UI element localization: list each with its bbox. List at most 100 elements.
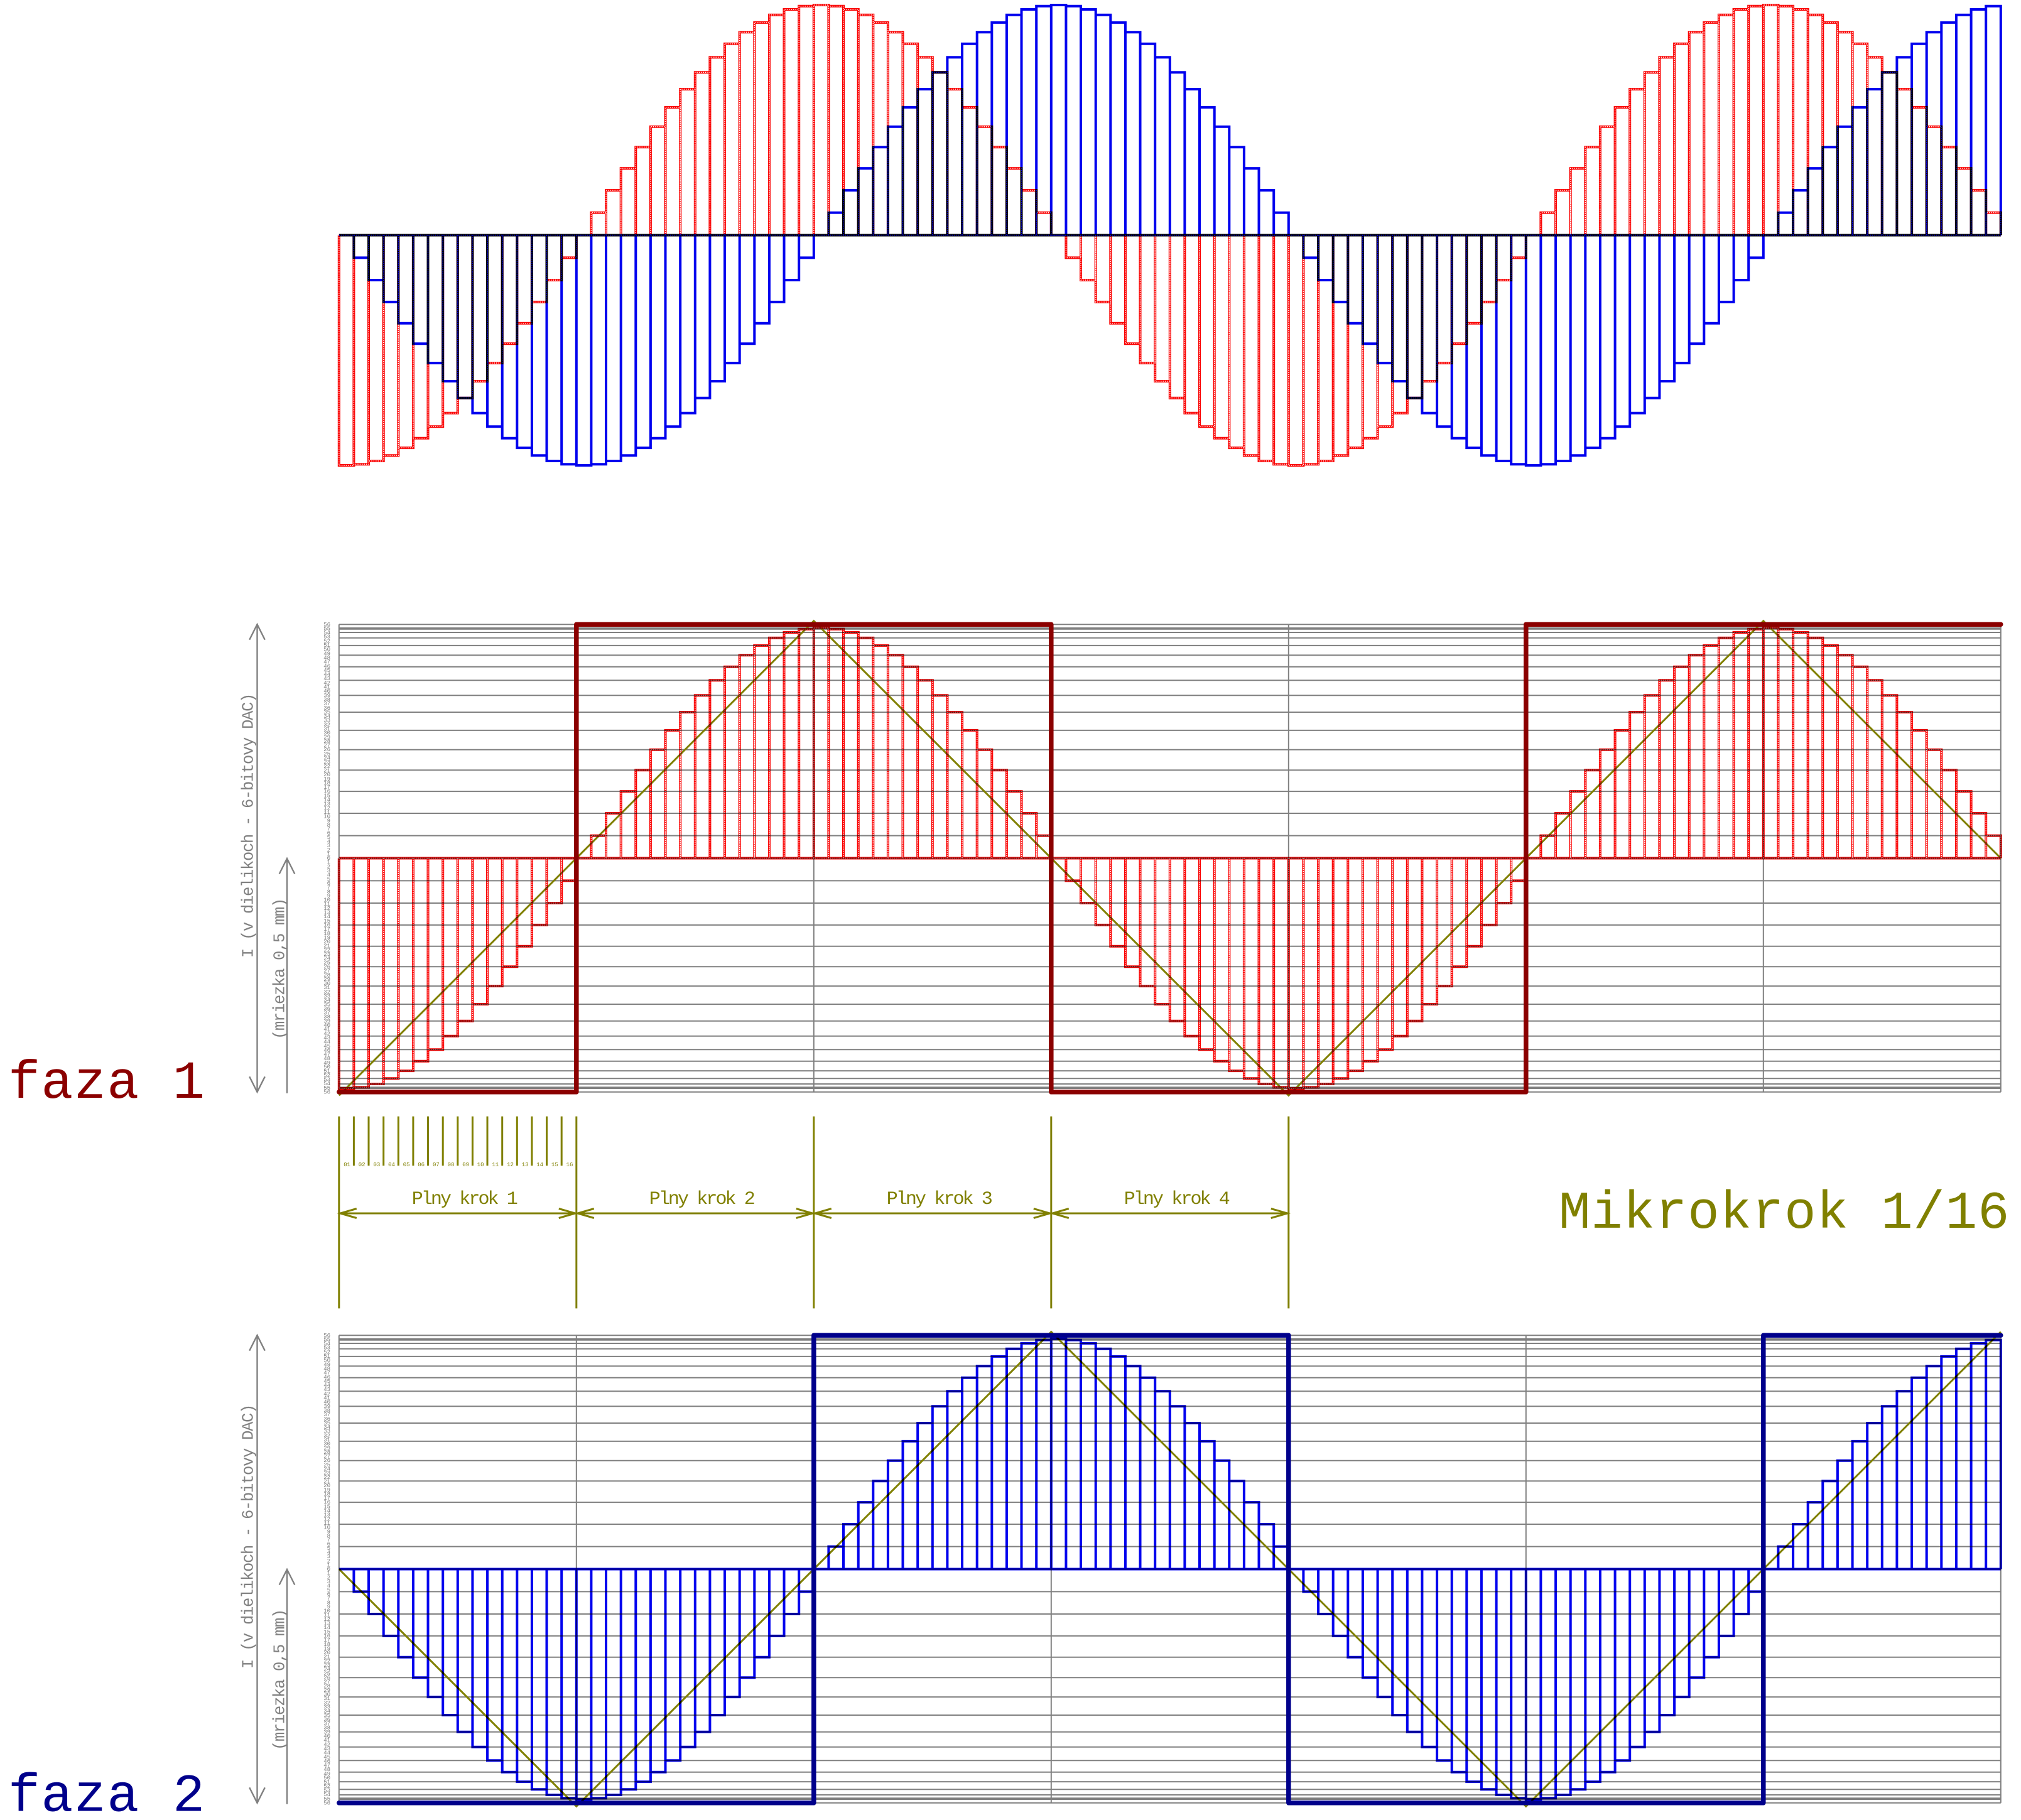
svg-text:5: 5 xyxy=(327,1587,330,1593)
svg-text:45: 45 xyxy=(323,1379,330,1385)
svg-text:49: 49 xyxy=(323,1771,330,1777)
svg-text:13: 13 xyxy=(323,1621,330,1627)
svg-text:49: 49 xyxy=(323,1362,330,1368)
svg-text:47: 47 xyxy=(323,1763,330,1769)
svg-text:29: 29 xyxy=(323,977,330,983)
svg-text:47: 47 xyxy=(323,1370,330,1377)
svg-text:7: 7 xyxy=(327,1537,330,1544)
svg-text:12: 12 xyxy=(323,906,330,912)
svg-text:10: 10 xyxy=(477,1162,484,1168)
svg-text:36: 36 xyxy=(323,705,330,712)
svg-text:28: 28 xyxy=(323,739,330,745)
svg-text:05: 05 xyxy=(403,1162,410,1168)
svg-text:19: 19 xyxy=(323,1645,330,1652)
svg-text:09: 09 xyxy=(462,1162,469,1168)
svg-text:20: 20 xyxy=(323,1650,330,1656)
svg-text:1: 1 xyxy=(327,1571,330,1577)
svg-text:26: 26 xyxy=(323,1675,330,1681)
svg-text:24: 24 xyxy=(323,756,330,762)
svg-text:7: 7 xyxy=(327,885,330,891)
svg-text:Plny krok 4: Plny krok 4 xyxy=(1124,1189,1230,1210)
svg-text:07: 07 xyxy=(433,1162,440,1168)
svg-text:4: 4 xyxy=(327,1583,330,1590)
svg-text:8: 8 xyxy=(327,1533,330,1539)
svg-text:26: 26 xyxy=(323,964,330,970)
svg-text:55: 55 xyxy=(323,1085,330,1091)
svg-text:40: 40 xyxy=(323,1022,330,1029)
svg-text:29: 29 xyxy=(323,1445,330,1451)
svg-text:40: 40 xyxy=(323,1733,330,1740)
svg-text:21: 21 xyxy=(323,768,330,774)
svg-text:31: 31 xyxy=(323,985,330,991)
svg-text:10: 10 xyxy=(323,1608,330,1615)
svg-text:11: 11 xyxy=(323,1520,330,1527)
svg-text:28: 28 xyxy=(323,1449,330,1456)
svg-text:22: 22 xyxy=(323,947,330,953)
svg-text:06: 06 xyxy=(418,1162,425,1168)
svg-text:56: 56 xyxy=(323,1333,330,1339)
svg-text:I (v dielikoch - 6-bitovy DAC): I (v dielikoch - 6-bitovy DAC) xyxy=(240,694,258,958)
svg-text:48: 48 xyxy=(323,655,330,661)
svg-text:7: 7 xyxy=(327,1596,330,1602)
svg-text:10: 10 xyxy=(323,1525,330,1531)
svg-text:02: 02 xyxy=(359,1162,366,1168)
svg-text:48: 48 xyxy=(323,1366,330,1372)
svg-text:11: 11 xyxy=(492,1162,499,1168)
svg-text:26: 26 xyxy=(323,747,330,753)
svg-text:54: 54 xyxy=(323,1792,330,1798)
svg-text:12: 12 xyxy=(323,1516,330,1522)
svg-text:43: 43 xyxy=(323,676,330,682)
svg-text:4: 4 xyxy=(327,839,330,845)
svg-text:faza 1: faza 1 xyxy=(8,1053,205,1114)
svg-text:21: 21 xyxy=(323,943,330,950)
svg-text:11: 11 xyxy=(323,810,330,816)
svg-text:49: 49 xyxy=(323,651,330,657)
svg-text:31: 31 xyxy=(323,1437,330,1443)
svg-text:33: 33 xyxy=(323,1704,330,1711)
svg-text:16: 16 xyxy=(323,1500,330,1506)
svg-text:34: 34 xyxy=(323,713,330,720)
svg-text:15: 15 xyxy=(551,1162,558,1168)
svg-text:25: 25 xyxy=(323,1462,330,1468)
svg-text:54: 54 xyxy=(323,630,330,636)
svg-text:25: 25 xyxy=(323,751,330,757)
svg-text:13: 13 xyxy=(323,910,330,916)
svg-text:24: 24 xyxy=(323,956,330,962)
svg-text:12: 12 xyxy=(323,805,330,811)
svg-text:47: 47 xyxy=(323,1052,330,1058)
svg-text:14: 14 xyxy=(323,1625,330,1631)
svg-text:01: 01 xyxy=(344,1162,350,1168)
svg-text:54: 54 xyxy=(323,1341,330,1347)
svg-text:25: 25 xyxy=(323,1671,330,1677)
svg-text:35: 35 xyxy=(323,1713,330,1719)
svg-text:2: 2 xyxy=(327,847,330,853)
svg-text:(mriezka 0,5 mm): (mriezka 0,5 mm) xyxy=(271,1610,290,1750)
svg-text:2: 2 xyxy=(327,864,330,870)
svg-text:18: 18 xyxy=(323,1491,330,1497)
svg-text:43: 43 xyxy=(323,1035,330,1041)
svg-text:50: 50 xyxy=(323,1064,330,1071)
svg-text:39: 39 xyxy=(323,1729,330,1735)
svg-text:29: 29 xyxy=(323,1687,330,1694)
svg-text:36: 36 xyxy=(323,1416,330,1422)
svg-text:27: 27 xyxy=(323,1454,330,1460)
svg-text:40: 40 xyxy=(323,688,330,695)
svg-text:55: 55 xyxy=(323,1796,330,1802)
svg-text:1: 1 xyxy=(327,860,330,866)
svg-text:33: 33 xyxy=(323,718,330,724)
svg-text:46: 46 xyxy=(323,663,330,669)
svg-text:31: 31 xyxy=(323,726,330,732)
svg-text:32: 32 xyxy=(323,722,330,728)
svg-text:28: 28 xyxy=(323,972,330,978)
svg-text:42: 42 xyxy=(323,680,330,686)
svg-text:41: 41 xyxy=(323,1027,330,1033)
svg-text:37: 37 xyxy=(323,1010,330,1016)
svg-text:19: 19 xyxy=(323,1487,330,1493)
svg-text:55: 55 xyxy=(323,1336,330,1343)
svg-text:15: 15 xyxy=(323,793,330,799)
svg-text:39: 39 xyxy=(323,693,330,699)
svg-text:17: 17 xyxy=(323,784,330,791)
svg-text:13: 13 xyxy=(323,1512,330,1519)
svg-text:4: 4 xyxy=(327,872,330,879)
svg-text:49: 49 xyxy=(323,1060,330,1066)
